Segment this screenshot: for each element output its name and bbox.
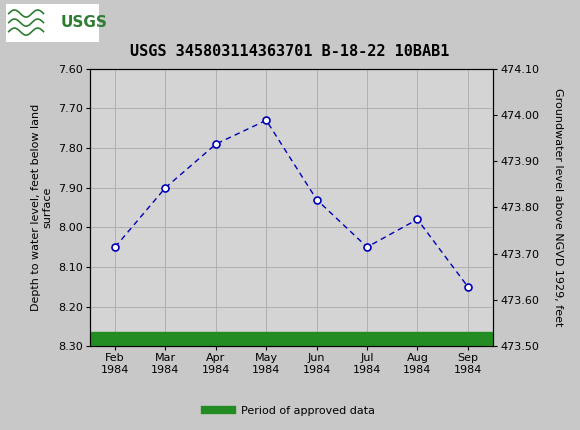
Bar (6, 3, 99, 42)
Y-axis label: Depth to water level, feet below land
surface: Depth to water level, feet below land su… (31, 104, 53, 311)
Text: USGS: USGS (61, 15, 108, 30)
Legend: Period of approved data: Period of approved data (200, 401, 380, 420)
Text: USGS 345803114363701 B-18-22 10BAB1: USGS 345803114363701 B-18-22 10BAB1 (130, 44, 450, 59)
Bar (90, 332, 493, 346)
Y-axis label: Groundwater level above NGVD 1929, feet: Groundwater level above NGVD 1929, feet (553, 88, 563, 327)
